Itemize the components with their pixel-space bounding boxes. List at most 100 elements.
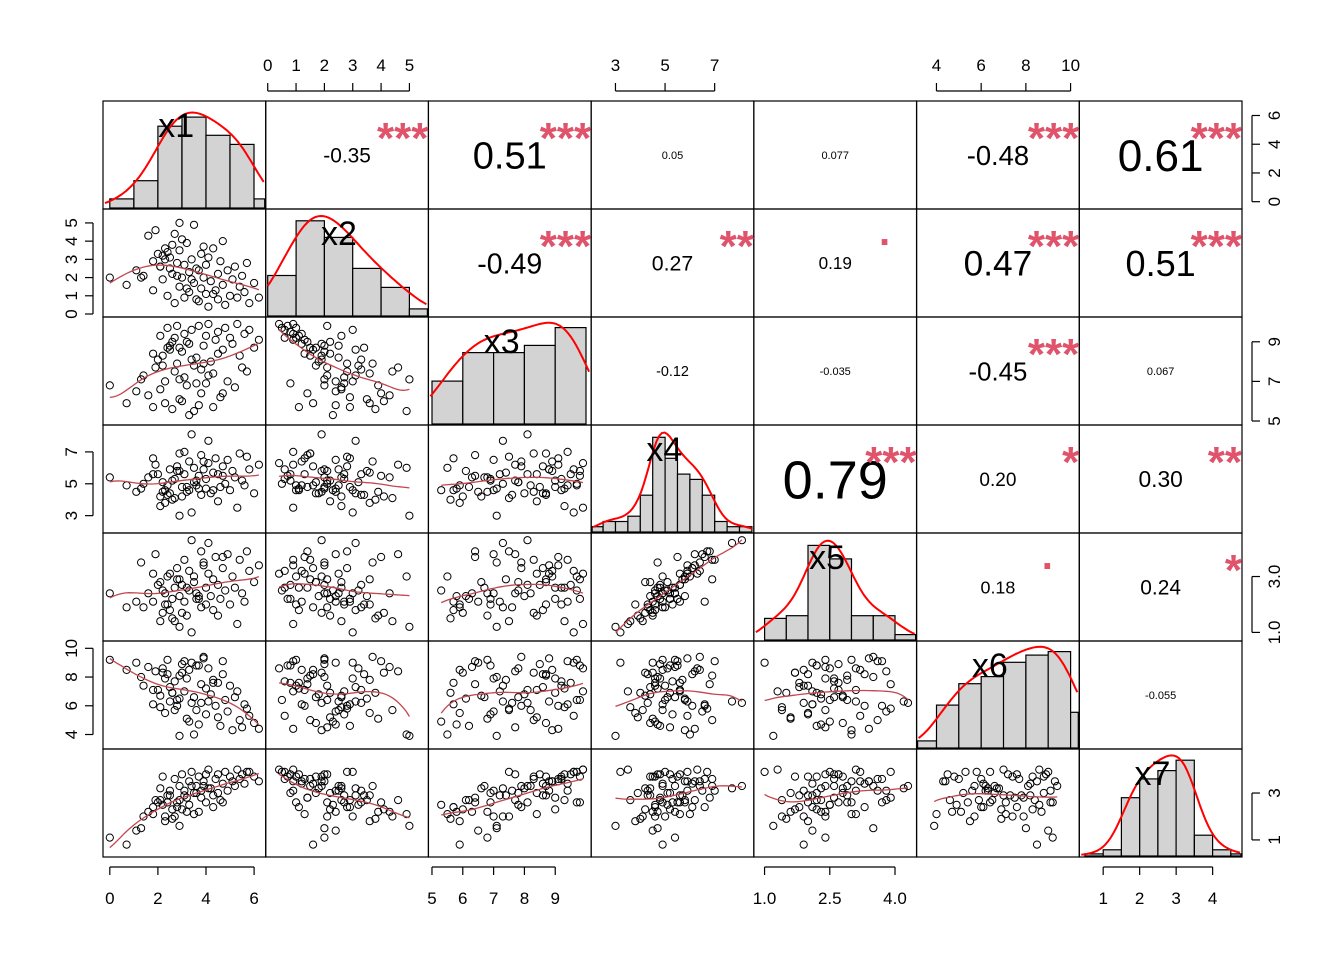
scatter-point bbox=[1012, 803, 1022, 812]
tick-label: 8 bbox=[62, 672, 81, 681]
scatter-point bbox=[578, 765, 588, 774]
scatter-point bbox=[340, 600, 349, 609]
scatter-point bbox=[517, 457, 526, 466]
scatter-point bbox=[254, 335, 263, 344]
scatter-point bbox=[206, 784, 215, 793]
scatter-point bbox=[379, 492, 388, 501]
scatter-point bbox=[705, 547, 714, 556]
scatter-point bbox=[690, 667, 699, 676]
scatter-point bbox=[690, 561, 699, 570]
scatter-point bbox=[300, 810, 309, 819]
variable-label-x3: x3 bbox=[484, 323, 520, 361]
scatter-point bbox=[238, 770, 247, 779]
scatter-point bbox=[661, 812, 670, 821]
panel-3-0 bbox=[102, 424, 267, 534]
scatter-point bbox=[161, 708, 170, 718]
scatter-point bbox=[437, 717, 446, 726]
scatter-point bbox=[345, 482, 354, 492]
scatter-point bbox=[385, 473, 394, 482]
scatter-point bbox=[228, 275, 237, 284]
scatter-point bbox=[523, 536, 532, 545]
scatter-point bbox=[653, 807, 662, 816]
scatter-point bbox=[211, 552, 220, 562]
scatter-point bbox=[641, 608, 650, 617]
correlation-1-3: 0.27 ** bbox=[652, 222, 755, 276]
scatter-point bbox=[535, 482, 544, 492]
scatter-point bbox=[331, 387, 340, 396]
scatter-point bbox=[180, 260, 189, 269]
scatter-point bbox=[566, 678, 575, 687]
scatter-point bbox=[317, 772, 326, 781]
scatter-point bbox=[337, 796, 346, 805]
scatter-point bbox=[192, 661, 201, 670]
scatter-point bbox=[821, 770, 830, 779]
scatter-point bbox=[189, 407, 199, 416]
tick-label: 7 bbox=[489, 889, 498, 908]
scatter-point bbox=[489, 455, 498, 464]
scatter-point bbox=[343, 547, 352, 556]
scatter-point bbox=[489, 550, 498, 559]
scatter-point bbox=[575, 594, 585, 604]
scatter-point bbox=[569, 711, 578, 720]
scatter-point bbox=[979, 779, 988, 788]
scatter-point bbox=[158, 351, 167, 360]
scatter-point bbox=[371, 495, 380, 504]
scatter-point bbox=[641, 784, 650, 793]
scatter-point bbox=[661, 681, 670, 690]
scatter-point bbox=[658, 798, 667, 807]
scatter-point bbox=[343, 564, 352, 573]
scatter-point bbox=[817, 784, 826, 793]
scatter-point bbox=[882, 707, 891, 716]
scatter-point bbox=[808, 700, 817, 709]
histogram-bar bbox=[689, 478, 703, 533]
scatter-point bbox=[151, 363, 160, 372]
scatter-point bbox=[187, 355, 196, 364]
scatter-point bbox=[658, 781, 667, 791]
scatter-point bbox=[808, 803, 817, 812]
scatter-point bbox=[997, 805, 1006, 814]
scatter-point bbox=[323, 321, 332, 330]
scatter-point bbox=[575, 471, 585, 480]
scatter-point bbox=[323, 371, 332, 380]
scatter-point bbox=[173, 321, 182, 330]
scatter-point bbox=[197, 389, 206, 398]
scatter-point bbox=[221, 300, 230, 309]
scatter-point bbox=[149, 470, 158, 479]
scatter-point bbox=[149, 257, 158, 266]
scatter-point bbox=[132, 658, 141, 667]
scatter-point bbox=[563, 657, 572, 666]
scatter-point bbox=[616, 658, 625, 667]
scatter-point bbox=[192, 706, 201, 715]
scatter-point bbox=[204, 436, 213, 445]
scatter-point bbox=[379, 397, 388, 406]
scatter-x6-vs-x3 bbox=[437, 652, 588, 741]
scatter-point bbox=[486, 661, 495, 670]
scatter-point bbox=[250, 278, 259, 288]
scatter-point bbox=[670, 589, 680, 598]
scatter-point bbox=[538, 670, 548, 679]
scatter-point bbox=[443, 463, 452, 472]
scatter-point bbox=[529, 668, 538, 677]
scatter-point bbox=[204, 302, 213, 311]
scatter-point bbox=[529, 555, 538, 564]
scatter-point bbox=[275, 569, 284, 578]
scatter-point bbox=[199, 561, 208, 570]
density-curve bbox=[429, 321, 591, 397]
variable-label-x2: x2 bbox=[321, 215, 357, 253]
scatter-point bbox=[678, 575, 687, 584]
scatter-point bbox=[149, 597, 158, 606]
scatter-point bbox=[443, 572, 452, 581]
scatter-point bbox=[326, 713, 335, 722]
scatter-point bbox=[153, 685, 162, 695]
significance-stars: *** bbox=[865, 438, 917, 487]
histogram-bar bbox=[614, 520, 629, 533]
scatter-point bbox=[847, 655, 856, 664]
scatter-point bbox=[156, 262, 165, 271]
scatter-point bbox=[213, 327, 223, 336]
scatter-point bbox=[187, 325, 196, 334]
tick-label: 0 bbox=[1265, 197, 1284, 206]
scatter-point bbox=[175, 511, 184, 520]
scatter-point bbox=[163, 670, 172, 679]
scatter-point bbox=[385, 391, 394, 400]
